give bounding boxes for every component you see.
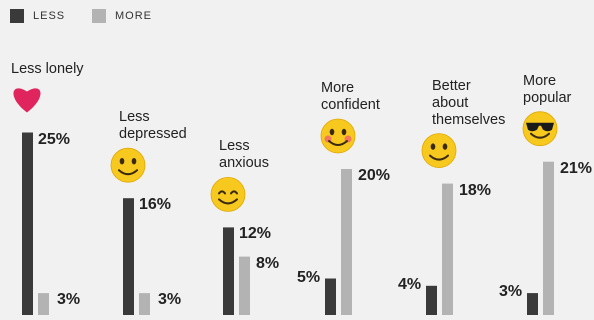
value-label-more-2: 8% xyxy=(256,254,280,272)
bar-less-3 xyxy=(325,278,336,315)
sunglasses-face-icon xyxy=(522,111,558,147)
category-label-5-line-0: More xyxy=(523,72,557,89)
heart-icon xyxy=(13,88,41,113)
smiley-icon xyxy=(421,133,457,169)
category-label-1-line-0: Less xyxy=(119,109,150,126)
value-label-more-0: 3% xyxy=(57,291,81,308)
legend-swatch-less xyxy=(10,9,24,23)
bar-more-3 xyxy=(341,169,352,315)
legend-swatch-more xyxy=(92,9,106,23)
bar-less-2 xyxy=(223,227,234,315)
bar-more-2 xyxy=(239,256,250,315)
value-label-less-1: 16% xyxy=(139,196,172,214)
category-label-4-line-1: about xyxy=(432,94,469,111)
category-label-5-line-1: popular xyxy=(523,89,572,106)
category-label-3-line-1: confident xyxy=(321,97,380,113)
value-label-more-1: 3% xyxy=(158,291,182,308)
value-label-less-3: 5% xyxy=(297,268,321,286)
bar-more-1 xyxy=(139,293,150,315)
bar-less-5 xyxy=(527,293,538,315)
bar-less-4 xyxy=(426,285,437,315)
smiley-icon xyxy=(110,147,146,183)
bar-more-0 xyxy=(38,293,49,315)
category-label-4-line-2: themselves xyxy=(432,111,506,128)
value-label-more-4: 18% xyxy=(459,181,492,199)
bar-more-4 xyxy=(442,183,453,315)
legend-label-more: MORE xyxy=(115,10,152,22)
category-label-1-line-1: depressed xyxy=(119,126,187,143)
bar-more-5 xyxy=(543,161,554,315)
category-label-2-line-0: Less xyxy=(219,138,250,155)
value-label-more-5: 21% xyxy=(560,159,593,177)
value-label-less-5: 3% xyxy=(499,283,523,301)
category-label-4-line-0: Better xyxy=(432,77,471,94)
value-label-less-0: 25% xyxy=(38,130,71,148)
smiling-eyes-icon xyxy=(210,176,246,212)
value-label-less-2: 12% xyxy=(239,225,272,243)
bar-less-1 xyxy=(123,198,134,315)
blushing-face-icon xyxy=(320,118,356,154)
category-label-0-line-0: Less lonely xyxy=(11,60,84,77)
value-label-less-4: 4% xyxy=(398,275,422,293)
bar-less-0 xyxy=(22,132,33,315)
value-label-more-3: 20% xyxy=(358,167,391,184)
category-label-3-line-0: More xyxy=(321,80,355,96)
category-label-2-line-1: anxious xyxy=(219,155,269,172)
legend-label-less: LESS xyxy=(33,10,66,22)
